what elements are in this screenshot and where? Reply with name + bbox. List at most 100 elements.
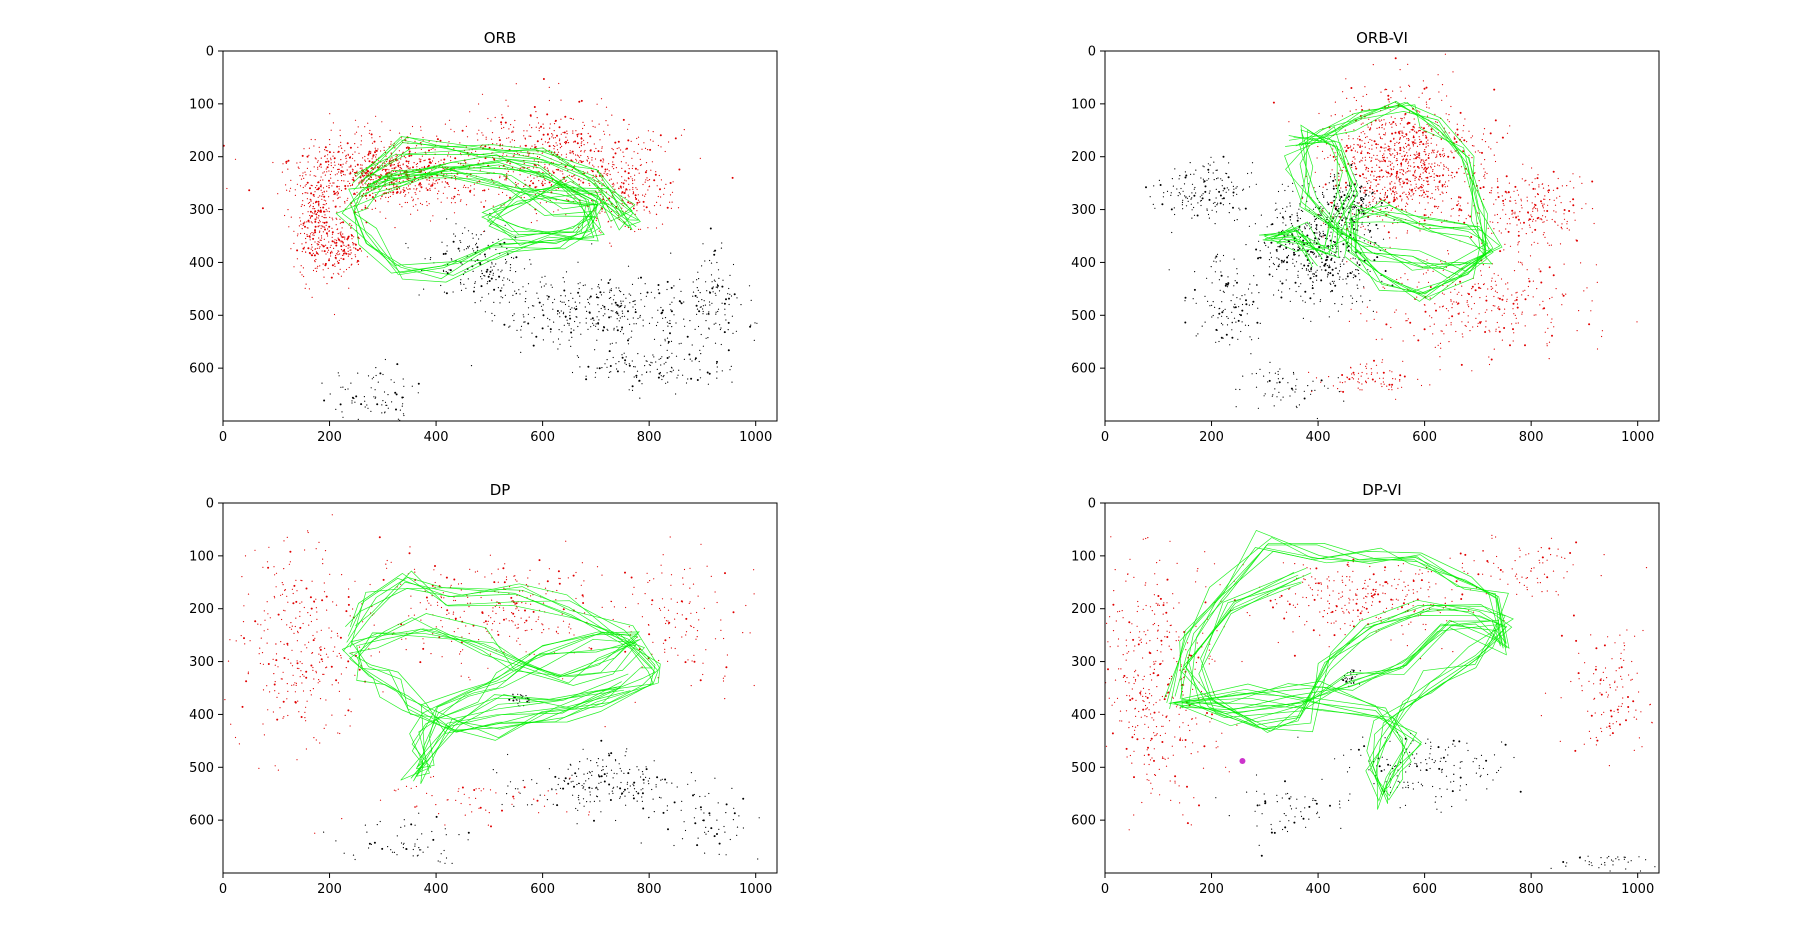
map-point xyxy=(634,174,636,176)
map-point xyxy=(661,223,664,225)
map-point xyxy=(328,196,330,198)
map-point xyxy=(591,157,593,159)
map-point xyxy=(1287,185,1289,187)
map-point xyxy=(427,165,429,168)
map-point xyxy=(701,299,703,301)
map-point xyxy=(370,387,372,389)
map-point xyxy=(662,376,664,378)
map-point xyxy=(1431,130,1433,132)
map-point xyxy=(595,323,597,325)
map-point xyxy=(1389,201,1391,203)
map-point xyxy=(534,186,537,189)
map-point xyxy=(1480,163,1482,165)
map-point xyxy=(1346,283,1348,285)
map-point xyxy=(1414,130,1416,132)
map-point xyxy=(622,151,624,153)
map-point xyxy=(1378,183,1380,185)
map-point xyxy=(465,162,467,164)
map-point xyxy=(416,162,419,165)
map-point xyxy=(650,169,652,171)
map-point xyxy=(398,150,400,152)
map-point xyxy=(375,194,377,196)
map-point xyxy=(1333,280,1335,282)
map-point xyxy=(1493,273,1495,275)
map-point xyxy=(327,228,329,230)
map-point xyxy=(1389,153,1391,155)
map-point xyxy=(404,201,406,204)
map-point xyxy=(1361,371,1363,374)
map-point xyxy=(314,261,316,263)
map-point xyxy=(552,302,554,304)
map-point xyxy=(580,333,582,335)
map-point xyxy=(311,232,313,234)
map-point xyxy=(1455,330,1457,333)
map-point xyxy=(498,139,501,142)
map-point xyxy=(351,179,353,181)
map-point xyxy=(1432,150,1434,152)
map-point xyxy=(593,319,595,321)
map-point xyxy=(1376,311,1378,313)
map-point xyxy=(1393,148,1395,150)
map-point xyxy=(1443,164,1445,166)
map-point xyxy=(672,369,675,371)
map-point xyxy=(442,269,445,271)
map-point xyxy=(636,137,638,140)
map-point xyxy=(320,239,322,241)
map-point xyxy=(608,197,611,200)
map-point xyxy=(1490,358,1493,361)
map-point xyxy=(694,294,697,297)
map-point xyxy=(499,175,501,177)
map-point xyxy=(1423,150,1425,153)
map-point xyxy=(364,400,366,402)
map-point xyxy=(397,166,399,168)
map-point xyxy=(1398,142,1400,144)
map-point xyxy=(530,180,532,182)
map-point xyxy=(1413,153,1415,156)
map-point xyxy=(1401,132,1403,134)
map-point xyxy=(309,214,311,217)
map-point xyxy=(1360,123,1362,125)
map-point xyxy=(1503,312,1505,314)
map-point xyxy=(339,268,341,270)
map-point xyxy=(660,375,662,377)
map-point xyxy=(1450,322,1452,324)
map-point xyxy=(1447,250,1449,252)
map-point xyxy=(729,293,731,295)
map-point xyxy=(1426,190,1428,192)
map-point xyxy=(646,177,648,179)
map-point xyxy=(396,363,399,366)
map-point xyxy=(511,167,514,169)
map-point xyxy=(1350,366,1352,368)
map-point xyxy=(627,265,630,267)
map-point xyxy=(1576,239,1578,242)
map-point xyxy=(331,233,334,235)
map-point xyxy=(1542,187,1545,189)
map-point xyxy=(342,233,344,235)
map-point xyxy=(1388,101,1390,103)
map-point xyxy=(563,281,566,283)
map-point xyxy=(1542,300,1544,302)
map-point xyxy=(1409,147,1411,149)
map-point xyxy=(715,311,717,313)
map-point xyxy=(1329,154,1331,156)
map-point xyxy=(322,221,324,223)
map-point xyxy=(1431,192,1433,195)
map-point xyxy=(633,323,635,325)
map-point xyxy=(646,371,648,373)
map-point xyxy=(1356,284,1358,286)
map-point xyxy=(1365,367,1367,369)
map-point xyxy=(1430,214,1432,216)
map-point xyxy=(534,144,536,146)
map-point xyxy=(1402,180,1404,182)
map-point xyxy=(1407,155,1409,157)
map-point xyxy=(1341,115,1343,117)
map-point xyxy=(1302,196,1304,198)
y-tick-label: 100 xyxy=(189,97,214,112)
map-point xyxy=(642,183,644,186)
map-point xyxy=(1338,173,1340,175)
map-point xyxy=(1440,347,1442,349)
map-point xyxy=(1516,306,1519,309)
map-point xyxy=(544,275,546,277)
map-point xyxy=(440,284,442,287)
map-point xyxy=(1443,293,1445,295)
